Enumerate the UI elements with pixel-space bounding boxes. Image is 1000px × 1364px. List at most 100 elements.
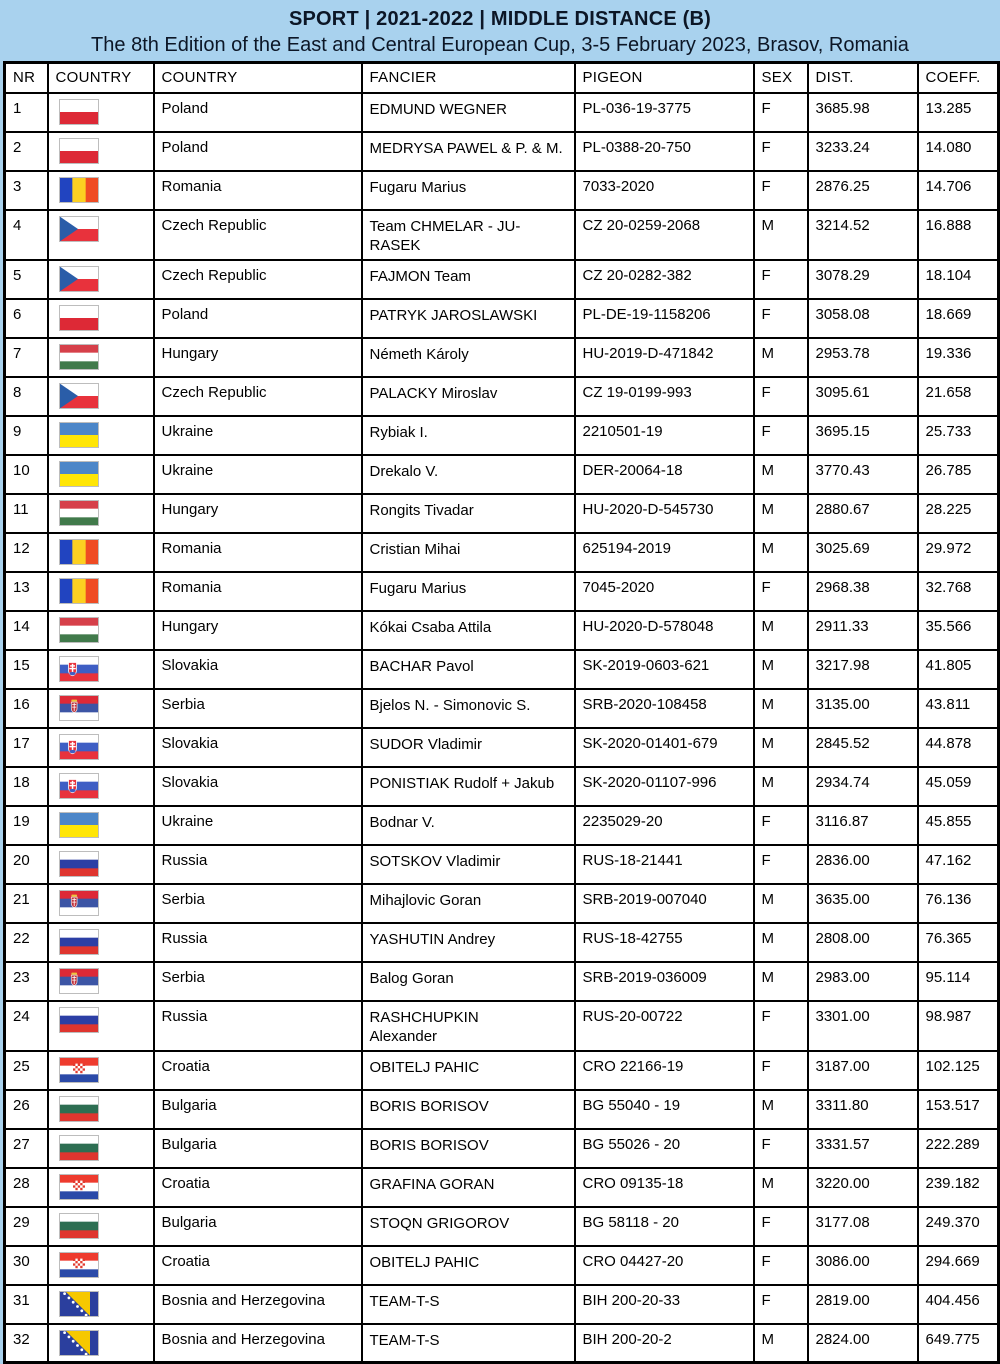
- coefficient-value: 25.733: [916, 414, 1000, 456]
- distance-value: 2880.67: [806, 492, 919, 534]
- pigeon-ring-number: 625194-2019: [573, 531, 755, 573]
- country-flag-cell: [46, 960, 155, 1002]
- coefficient-value: 43.811: [916, 687, 1000, 729]
- fancier-name: EDMUND WEGNER: [360, 91, 576, 133]
- country-name: Slovakia: [152, 765, 363, 807]
- flag-bg-icon: [58, 1095, 99, 1122]
- flag-ua-icon: [58, 421, 99, 448]
- pigeon-ring-number: PL-036-19-3775: [573, 91, 755, 133]
- distance-value: 3078.29: [806, 258, 919, 300]
- coefficient-value: 222.289: [916, 1127, 1000, 1169]
- table-row: 23 Serbia Balog Goran SRB-2019-036009 M …: [3, 960, 1000, 1002]
- fancier-name: TEAM-T-S: [360, 1283, 576, 1325]
- fancier-name: TEAM-T-S: [360, 1322, 576, 1364]
- sex-value: M: [752, 453, 809, 495]
- country-name: Czech Republic: [152, 208, 363, 261]
- fancier-name: Kókai Csaba Attila: [360, 609, 576, 651]
- flag-hu-icon: [58, 499, 99, 526]
- fancier-name: Bjelos N. - Simonovic S.: [360, 687, 576, 729]
- sex-value: F: [752, 1283, 809, 1325]
- column-header-dist: DIST.: [806, 61, 919, 94]
- fancier-name: YASHUTIN Andrey: [360, 921, 576, 963]
- column-header-flag: COUNTRY: [46, 61, 155, 94]
- country-flag-cell: [46, 208, 155, 261]
- fancier-name: BACHAR Pavol: [360, 648, 576, 690]
- country-name: Slovakia: [152, 648, 363, 690]
- country-flag-cell: [46, 297, 155, 339]
- flag-ba-icon: [58, 1329, 99, 1356]
- distance-value: 2876.25: [806, 169, 919, 211]
- rank-number: 17: [3, 726, 49, 768]
- fancier-name: STOQN GRIGOROV: [360, 1205, 576, 1247]
- country-name: Serbia: [152, 882, 363, 924]
- flag-bg-icon: [58, 1134, 99, 1161]
- coefficient-value: 95.114: [916, 960, 1000, 1002]
- country-flag-cell: [46, 648, 155, 690]
- distance-value: 3331.57: [806, 1127, 919, 1169]
- table-row: 7 Hungary Németh Károly HU-2019-D-471842…: [3, 336, 1000, 378]
- sex-value: F: [752, 1244, 809, 1286]
- coefficient-value: 649.775: [916, 1322, 1000, 1364]
- country-name: Poland: [152, 91, 363, 133]
- pigeon-ring-number: CRO 22166-19: [573, 1049, 755, 1091]
- table-row: 20 Russia SOTSKOV Vladimir RUS-18-21441 …: [3, 843, 1000, 885]
- rank-number: 9: [3, 414, 49, 456]
- table-row: 32 Bosnia and Herzegovina TEAM-T-S BIH 2…: [3, 1322, 1000, 1364]
- country-flag-cell: [46, 414, 155, 456]
- country-name: Serbia: [152, 960, 363, 1002]
- table-row: 15 Slovakia BACHAR Pavol SK-2019-0603-62…: [3, 648, 1000, 690]
- pigeon-ring-number: 7033-2020: [573, 169, 755, 211]
- table-row: 19 Ukraine Bodnar V. 2235029-20 F 3116.8…: [3, 804, 1000, 846]
- sex-value: F: [752, 804, 809, 846]
- distance-value: 3135.00: [806, 687, 919, 729]
- fancier-name: OBITELJ PAHIC: [360, 1049, 576, 1091]
- fancier-name: Németh Károly: [360, 336, 576, 378]
- table-row: 14 Hungary Kókai Csaba Attila HU-2020-D-…: [3, 609, 1000, 651]
- country-flag-cell: [46, 453, 155, 495]
- fancier-name: Fugaru Marius: [360, 570, 576, 612]
- fancier-name: BORIS BORISOV: [360, 1127, 576, 1169]
- country-flag-cell: [46, 570, 155, 612]
- distance-value: 3220.00: [806, 1166, 919, 1208]
- fancier-name: FAJMON Team: [360, 258, 576, 300]
- country-name: Czech Republic: [152, 375, 363, 417]
- pigeon-ring-number: BG 55040 - 19: [573, 1088, 755, 1130]
- flag-pl-icon: [58, 98, 99, 125]
- country-name: Bulgaria: [152, 1088, 363, 1130]
- page-title: SPORT | 2021-2022 | MIDDLE DISTANCE (B): [288, 8, 712, 30]
- coefficient-value: 294.669: [916, 1244, 1000, 1286]
- sex-value: F: [752, 375, 809, 417]
- pigeon-ring-number: RUS-20-00722: [573, 999, 755, 1052]
- sex-value: F: [752, 1127, 809, 1169]
- sex-value: M: [752, 687, 809, 729]
- country-flag-cell: [46, 91, 155, 133]
- sex-value: M: [752, 1166, 809, 1208]
- pigeon-ring-number: CRO 09135-18: [573, 1166, 755, 1208]
- table-row: 16 Serbia Bjelos N. - Simonovic S. SRB-2…: [3, 687, 1000, 729]
- coefficient-value: 18.104: [916, 258, 1000, 300]
- pigeon-ring-number: HU-2019-D-471842: [573, 336, 755, 378]
- rank-number: 23: [3, 960, 49, 1002]
- title-banner: SPORT | 2021-2022 | MIDDLE DISTANCE (B) …: [0, 0, 1000, 59]
- country-name: Hungary: [152, 609, 363, 651]
- flag-ro-icon: [58, 577, 99, 604]
- country-name: Romania: [152, 570, 363, 612]
- country-flag-cell: [46, 921, 155, 963]
- rank-number: 11: [3, 492, 49, 534]
- rank-number: 20: [3, 843, 49, 885]
- coefficient-value: 32.768: [916, 570, 1000, 612]
- column-header-pigeon: PIGEON: [573, 61, 755, 94]
- fancier-name: Drekalo V.: [360, 453, 576, 495]
- country-name: Serbia: [152, 687, 363, 729]
- flag-ru-icon: [58, 1006, 99, 1033]
- flag-hu-icon: [58, 343, 99, 370]
- coefficient-value: 13.285: [916, 91, 1000, 133]
- country-name: Russia: [152, 921, 363, 963]
- pigeon-ring-number: PL-DE-19-1158206: [573, 297, 755, 339]
- flag-hu-icon: [58, 616, 99, 643]
- fancier-name: Rongits Tivadar: [360, 492, 576, 534]
- pigeon-ring-number: SRB-2019-007040: [573, 882, 755, 924]
- pigeon-ring-number: BIH 200-20-2: [573, 1322, 755, 1364]
- distance-value: 2824.00: [806, 1322, 919, 1364]
- rank-number: 29: [3, 1205, 49, 1247]
